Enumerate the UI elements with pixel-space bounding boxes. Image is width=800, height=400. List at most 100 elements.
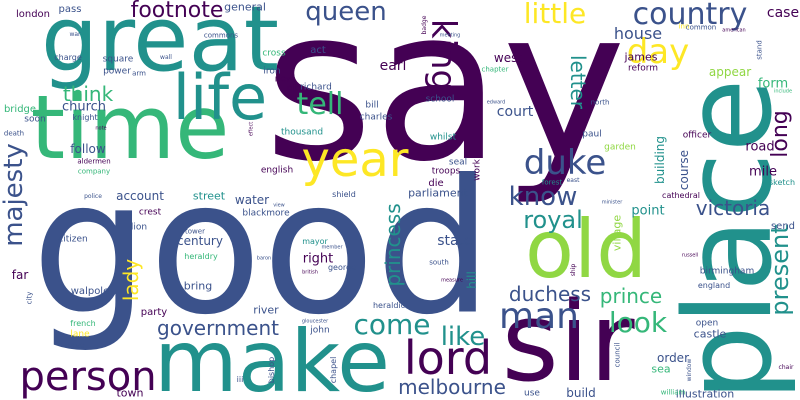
word-general: general (224, 0, 266, 14)
word-tower: tower (185, 227, 205, 236)
word-chair: chair (778, 364, 794, 371)
word-england: england (697, 281, 731, 290)
word-baron: baron (256, 255, 272, 262)
word-princess: princess (381, 203, 405, 287)
word-view: view (273, 202, 285, 209)
word-chapel: chapel (329, 356, 338, 384)
word-council: council (613, 342, 622, 368)
word-iii: iii (236, 375, 244, 384)
word-road: road (745, 139, 775, 155)
word-day: day (626, 32, 690, 72)
word-open: open (695, 318, 719, 329)
word-act: act (310, 45, 326, 56)
word-meeting: meeting (439, 32, 461, 39)
word-heraldry: heraldry (184, 252, 218, 261)
word-court: court (496, 104, 534, 120)
word-heraldic: heraldic (372, 301, 406, 310)
word-school: school (425, 94, 455, 105)
word-french: french (70, 319, 96, 328)
word-time: time (30, 76, 230, 179)
word-form: form (757, 76, 789, 92)
word-commons: commons (203, 31, 239, 40)
word-lady: lady (119, 258, 143, 302)
word-mile: mile (749, 164, 777, 180)
word-knight: knight (72, 113, 98, 122)
word-officer: officer (682, 130, 712, 141)
word-lord: lord (403, 331, 493, 385)
word-order: order (657, 351, 689, 365)
word-police: police (84, 193, 102, 200)
word-arm: arm (132, 69, 146, 78)
word-east: east (566, 177, 580, 184)
word-bishop: bishop (267, 356, 276, 384)
word-gloucester: gloucester (301, 318, 329, 325)
word-bill: bill (365, 100, 379, 111)
word-lion: lion (130, 222, 148, 233)
word-sea: sea (651, 362, 671, 376)
word-like: like (440, 322, 486, 352)
word-british: british (302, 269, 318, 276)
word-know: know (508, 182, 578, 212)
word-inn: inn (678, 22, 690, 31)
word-paul: paul (582, 129, 602, 140)
word-crest: crest (138, 207, 162, 218)
word-iron: iron (263, 66, 281, 77)
word-george: george (327, 263, 357, 272)
word-window: window (686, 358, 693, 382)
word-american: american (722, 27, 746, 34)
word-building: building (653, 135, 667, 185)
word-case: case (766, 5, 800, 21)
word-james: james (624, 50, 658, 64)
word-nave: nave (65, 341, 85, 350)
word-river: river (253, 303, 279, 317)
word-man: man (499, 296, 579, 337)
word-party: party (140, 307, 168, 318)
word-great: great (41, 0, 279, 92)
word-ship: ship (570, 263, 577, 277)
word-measure: measure (441, 277, 463, 284)
word-old: old (525, 203, 647, 296)
word-state: state (437, 233, 473, 249)
word-seal: seal (448, 157, 468, 168)
word-point: point (631, 203, 665, 219)
word-mayor: mayor (302, 237, 328, 246)
word-house: house (613, 24, 663, 43)
word-minister: minister (601, 199, 623, 206)
word-bring: bring (183, 279, 213, 293)
word-william: william (660, 388, 686, 397)
word-make: make (153, 312, 391, 400)
word-town: town (116, 386, 144, 400)
word-king: king (423, 18, 463, 92)
word-little: little (523, 0, 587, 30)
word-english: english (260, 165, 294, 176)
word-aldermen: aldermen (77, 157, 111, 166)
word-cross: cross (262, 48, 286, 59)
word-royal: royal (523, 206, 583, 234)
word-wall: wall (160, 54, 172, 61)
word-tell: tell (296, 87, 344, 122)
word-century: century (177, 234, 223, 248)
word-letter: letter (566, 54, 590, 110)
word-south: south (429, 258, 449, 267)
word-blackmore: blackmore (242, 208, 290, 219)
word-account: account (116, 189, 164, 203)
word-forest: forest (541, 178, 563, 187)
word-birmingham: birmingham (699, 266, 755, 277)
word-right: right (302, 251, 334, 267)
word-street: street (192, 189, 226, 203)
word-richard: richard (300, 82, 332, 93)
word-appear: appear (708, 65, 752, 79)
word-look: look (608, 306, 668, 339)
word-pass: pass (58, 4, 82, 15)
word-majesty: majesty (0, 143, 29, 247)
word-soon: soon (24, 114, 46, 125)
word-follow: follow (70, 142, 106, 156)
word-duke: duke (523, 143, 607, 183)
word-member: member (321, 244, 343, 251)
word-think: think (62, 82, 114, 106)
word-person: person (19, 354, 157, 400)
word-hill: hill (465, 271, 479, 289)
word-build: build (566, 386, 596, 400)
word-church: church (61, 99, 107, 115)
word-pitt: pitt (287, 83, 301, 92)
